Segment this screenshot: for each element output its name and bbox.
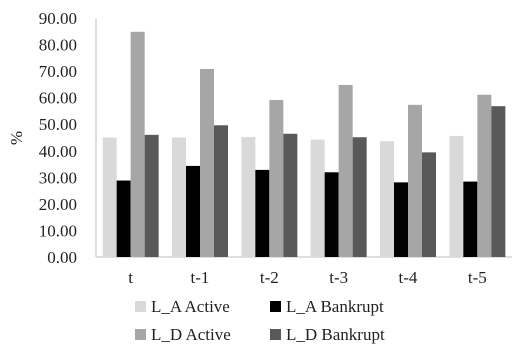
bar	[214, 125, 228, 257]
y-axis: 0.00 10.00 20.00 30.00 40.00 50.00 60.00 70.00 8…	[7, 9, 97, 267]
bar	[491, 106, 506, 257]
legend-item: L_A Active	[135, 297, 230, 316]
x-tick-label: t-1	[191, 268, 210, 287]
x-tick-label: t-4	[399, 268, 418, 287]
bar	[380, 141, 394, 257]
bar	[102, 137, 117, 257]
bar	[144, 134, 159, 257]
bar	[269, 100, 284, 257]
y-tick-label: 20.00	[39, 195, 77, 214]
bar	[394, 182, 408, 257]
bar	[477, 94, 492, 258]
x-tick-label: t	[128, 268, 133, 287]
y-tick-label: 30.00	[39, 168, 77, 187]
bar	[130, 31, 145, 258]
y-tick-label: 60.00	[39, 89, 77, 108]
legend-label: L_A Bankrupt	[286, 297, 384, 316]
legend-label: L_A Active	[151, 297, 230, 316]
legend-item: L_D Active	[135, 325, 231, 344]
bar	[463, 181, 478, 257]
bar	[449, 135, 464, 257]
bar	[241, 136, 256, 257]
x-axis: t t-1 t-2 t-3 t-4 t-5	[96, 256, 512, 287]
y-tick-label: 80.00	[39, 36, 77, 55]
bar	[255, 169, 270, 257]
legend-item: L_D Bankrupt	[270, 325, 385, 344]
x-tick-label: t-3	[329, 268, 348, 287]
y-tick-labels: 0.00 10.00 20.00 30.00 40.00 50.00 60.00 70.00 8…	[39, 9, 77, 267]
legend-swatch	[270, 301, 281, 312]
bar	[422, 152, 436, 257]
bar	[172, 137, 186, 257]
y-axis-label: %	[7, 131, 26, 145]
bar	[338, 84, 353, 257]
y-tick-label: 0.00	[47, 248, 77, 267]
bar	[324, 172, 339, 257]
bar-series	[102, 31, 506, 258]
y-tick-label: 40.00	[39, 142, 77, 161]
legend-swatch	[135, 329, 146, 340]
legend-swatch	[270, 329, 281, 340]
x-tick-label: t-2	[260, 268, 279, 287]
x-tick-label: t-5	[468, 268, 487, 287]
y-tick-label: 90.00	[39, 9, 77, 28]
bar	[200, 68, 214, 257]
bar	[310, 139, 325, 257]
bar	[352, 137, 367, 257]
bar	[408, 104, 422, 257]
y-tick-label: 50.00	[39, 115, 77, 134]
bar	[116, 180, 131, 257]
x-tick-labels: t t-1 t-2 t-3 t-4 t-5	[128, 268, 486, 287]
legend-label: L_D Bankrupt	[286, 325, 385, 344]
bar	[283, 133, 298, 257]
legend-label: L_D Active	[151, 325, 231, 344]
bar	[186, 165, 200, 257]
legend: L_A Active L_A Bankrupt L_D Active L_D Bank…	[135, 297, 385, 344]
legend-item: L_A Bankrupt	[270, 297, 384, 316]
y-tick-label: 10.00	[39, 221, 77, 240]
legend-swatch	[135, 301, 146, 312]
y-tick-label: 70.00	[39, 62, 77, 81]
